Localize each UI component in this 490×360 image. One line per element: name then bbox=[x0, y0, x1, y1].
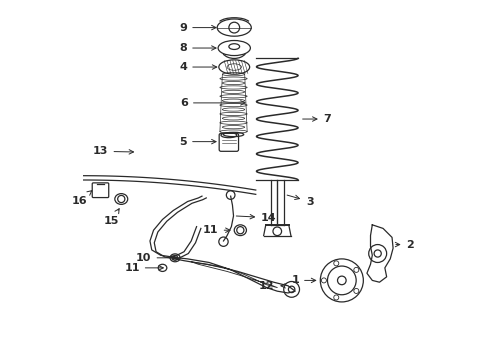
Text: 7: 7 bbox=[303, 114, 331, 124]
Text: 3: 3 bbox=[287, 195, 314, 207]
Text: 2: 2 bbox=[395, 239, 414, 249]
Text: 11: 11 bbox=[124, 263, 163, 273]
Text: 1: 1 bbox=[292, 275, 316, 285]
Text: 11: 11 bbox=[203, 225, 230, 235]
Text: 14: 14 bbox=[236, 213, 277, 222]
Text: 16: 16 bbox=[72, 191, 92, 206]
Text: 6: 6 bbox=[180, 98, 245, 108]
Text: 10: 10 bbox=[136, 253, 176, 263]
Text: 15: 15 bbox=[104, 209, 119, 225]
Text: 5: 5 bbox=[179, 137, 216, 147]
Text: 4: 4 bbox=[179, 62, 217, 72]
Text: 13: 13 bbox=[93, 146, 134, 156]
Text: 8: 8 bbox=[179, 43, 216, 53]
Text: 12: 12 bbox=[259, 281, 285, 291]
Text: 9: 9 bbox=[179, 23, 216, 33]
